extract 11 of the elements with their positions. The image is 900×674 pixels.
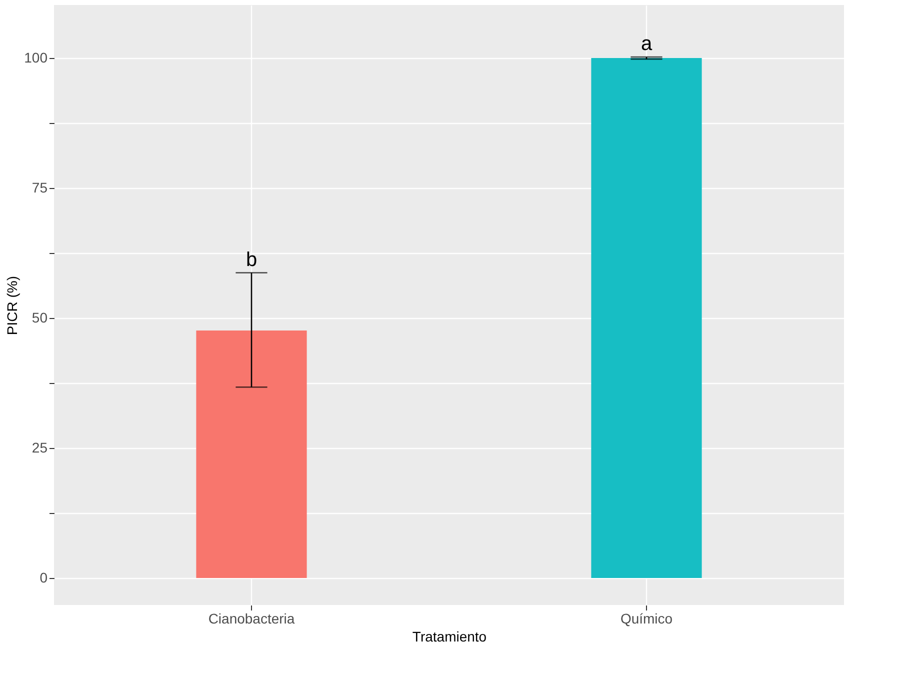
y-tick-label: 75: [32, 180, 48, 196]
x-tick-label: Químico: [620, 610, 673, 626]
x-tick-label: Cianobacteria: [208, 610, 295, 626]
annotation: a: [640, 32, 653, 55]
y-tick-label: 0: [40, 569, 48, 586]
x-axis-title: Tratamiento: [412, 628, 487, 644]
annotation: b: [246, 248, 258, 271]
y-tick-label: 100: [24, 50, 48, 66]
y-tick-label: 25: [32, 439, 48, 456]
y-tick-label: 50: [32, 310, 48, 326]
y-axis-title: PICR (%): [4, 276, 20, 336]
